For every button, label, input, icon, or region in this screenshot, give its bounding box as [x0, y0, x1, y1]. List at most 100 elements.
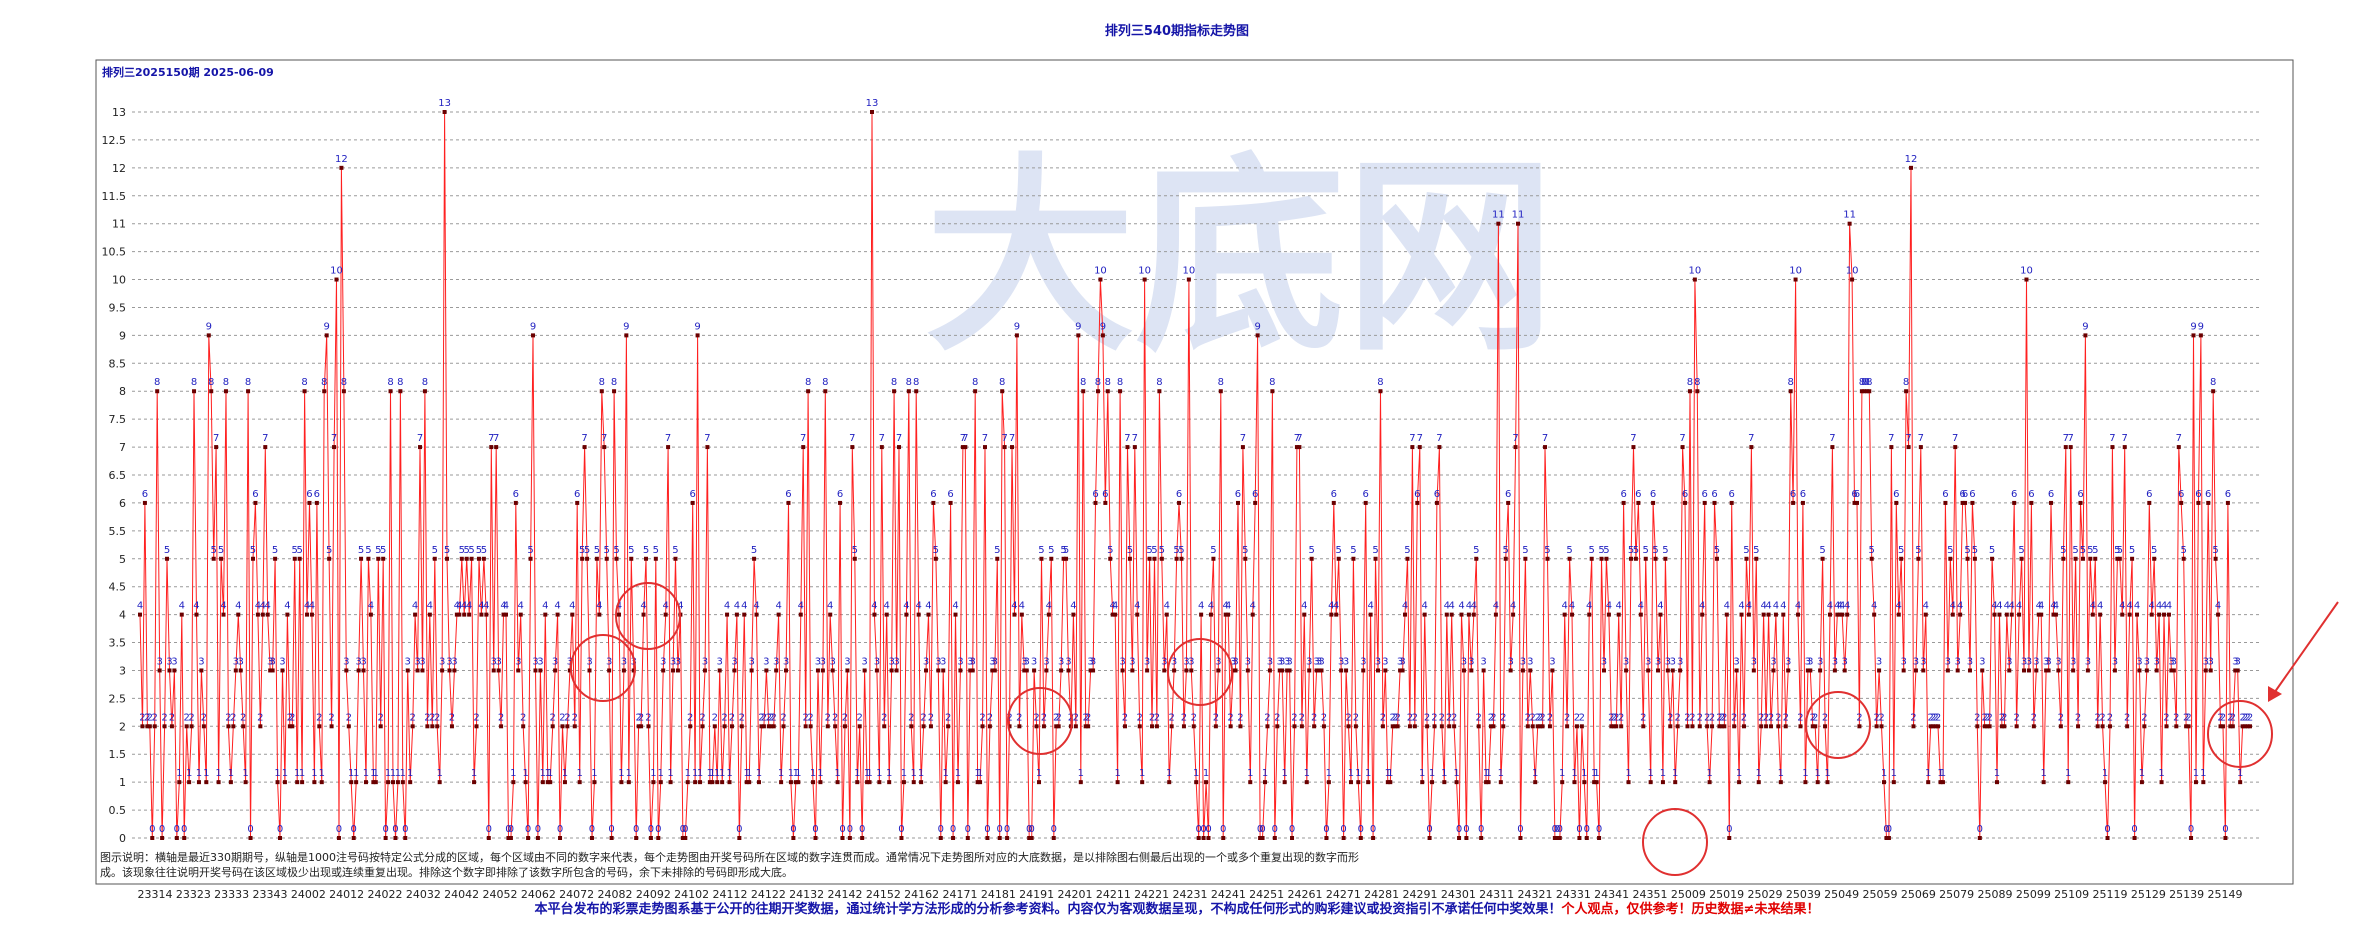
data-label: 12 — [1905, 154, 1918, 165]
data-point — [233, 668, 238, 673]
data-point — [1368, 612, 1373, 617]
data-point — [744, 780, 749, 785]
data-point — [503, 612, 508, 617]
data-point — [2164, 724, 2169, 729]
data-label: 1 — [744, 768, 750, 779]
data-point — [263, 445, 268, 450]
data-point — [1127, 556, 1132, 561]
annotation-layer — [570, 582, 2339, 876]
data-point — [909, 724, 914, 729]
data-point — [1837, 612, 1842, 617]
data-point — [1383, 668, 1388, 673]
data-label: 9 — [1075, 321, 1081, 332]
data-label: 8 — [397, 377, 403, 388]
data-label: 0 — [1026, 824, 1032, 835]
data-point — [1388, 780, 1393, 785]
data-point — [928, 724, 933, 729]
data-point — [523, 780, 528, 785]
data-point — [1678, 668, 1683, 673]
data-label: 1 — [1647, 768, 1653, 779]
data-label: 7 — [1436, 433, 1442, 444]
data-point — [147, 724, 152, 729]
data-label: 10 — [1094, 266, 1107, 277]
data-point — [1265, 724, 1270, 729]
data-label: 1 — [650, 768, 656, 779]
data-point — [1172, 668, 1177, 673]
data-point — [1297, 445, 1302, 450]
data-label: 1 — [242, 768, 248, 779]
explanation-line-2: 成。该现象往往说明开奖号码在该区域极少出现或连续重复出现。排除这个数字即排除了该… — [100, 865, 793, 879]
data-point — [1643, 556, 1648, 561]
data-label: 3 — [2208, 656, 2214, 667]
data-point — [1538, 724, 1543, 729]
data-point — [2245, 724, 2250, 729]
data-point — [1152, 556, 1157, 561]
data-label: 5 — [1544, 545, 1550, 556]
data-label: 3 — [967, 656, 973, 667]
data-point — [1479, 836, 1484, 840]
data-point — [621, 668, 626, 673]
data-point — [624, 333, 629, 338]
data-label: 3 — [1461, 656, 1467, 667]
data-point — [825, 724, 830, 729]
data-label: 3 — [267, 656, 273, 667]
data-label: 3 — [419, 656, 425, 667]
data-label: 2 — [1935, 712, 1941, 723]
data-label: 1 — [667, 768, 673, 779]
data-point — [781, 724, 786, 729]
data-label: 9 — [2198, 321, 2204, 332]
data-point — [418, 445, 423, 450]
data-label: 0 — [402, 824, 408, 835]
data-point — [1675, 724, 1680, 729]
data-point — [398, 389, 403, 394]
data-point — [2058, 724, 2063, 729]
data-point — [1877, 668, 1882, 673]
data-point — [2179, 500, 2184, 505]
data-label: 5 — [292, 545, 298, 556]
data-label: 5 — [1038, 545, 1044, 556]
data-label: 3 — [1805, 656, 1811, 667]
data-label: 2 — [1345, 712, 1351, 723]
x-tick-label: 24241 — [1211, 888, 1246, 901]
data-point — [766, 724, 771, 729]
data-label: 3 — [970, 656, 976, 667]
data-label: 7 — [601, 433, 607, 444]
data-label: 2 — [473, 712, 479, 723]
data-label: 2 — [1697, 712, 1703, 723]
data-point — [2012, 500, 2017, 505]
data-point — [309, 612, 314, 617]
point-labels: 4262202830253230140212841321985715482123… — [137, 98, 2253, 835]
data-point — [1793, 277, 1798, 282]
data-label: 3 — [567, 656, 573, 667]
x-tick-label: 24221 — [1134, 888, 1169, 901]
data-point — [717, 668, 722, 673]
data-label: 1 — [795, 768, 801, 779]
data-label: 6 — [1252, 489, 1258, 500]
data-label: 4 — [500, 601, 506, 612]
data-label: 3 — [343, 656, 349, 667]
data-point — [457, 612, 462, 617]
data-label: 4 — [741, 601, 747, 612]
x-tick-label: 24341 — [1594, 888, 1629, 901]
data-point — [359, 556, 364, 561]
data-point — [339, 165, 344, 170]
data-point — [599, 389, 604, 394]
data-label: 7 — [1296, 433, 1302, 444]
data-label: 3 — [1751, 656, 1757, 667]
data-point — [204, 780, 209, 785]
data-point — [432, 556, 437, 561]
data-label: 1 — [1581, 768, 1587, 779]
data-label: 6 — [1729, 489, 1735, 500]
data-label: 11 — [1512, 210, 1525, 221]
data-point — [1756, 780, 1761, 785]
data-point — [1270, 389, 1275, 394]
data-point — [1990, 556, 1995, 561]
data-point — [2196, 500, 2201, 505]
data-label: 0 — [965, 824, 971, 835]
data-point — [2051, 612, 2056, 617]
x-tick-label: 24251 — [1249, 888, 1284, 901]
data-point — [285, 612, 290, 617]
data-point — [1985, 724, 1990, 729]
data-point — [2137, 668, 2142, 673]
data-point — [634, 836, 639, 840]
